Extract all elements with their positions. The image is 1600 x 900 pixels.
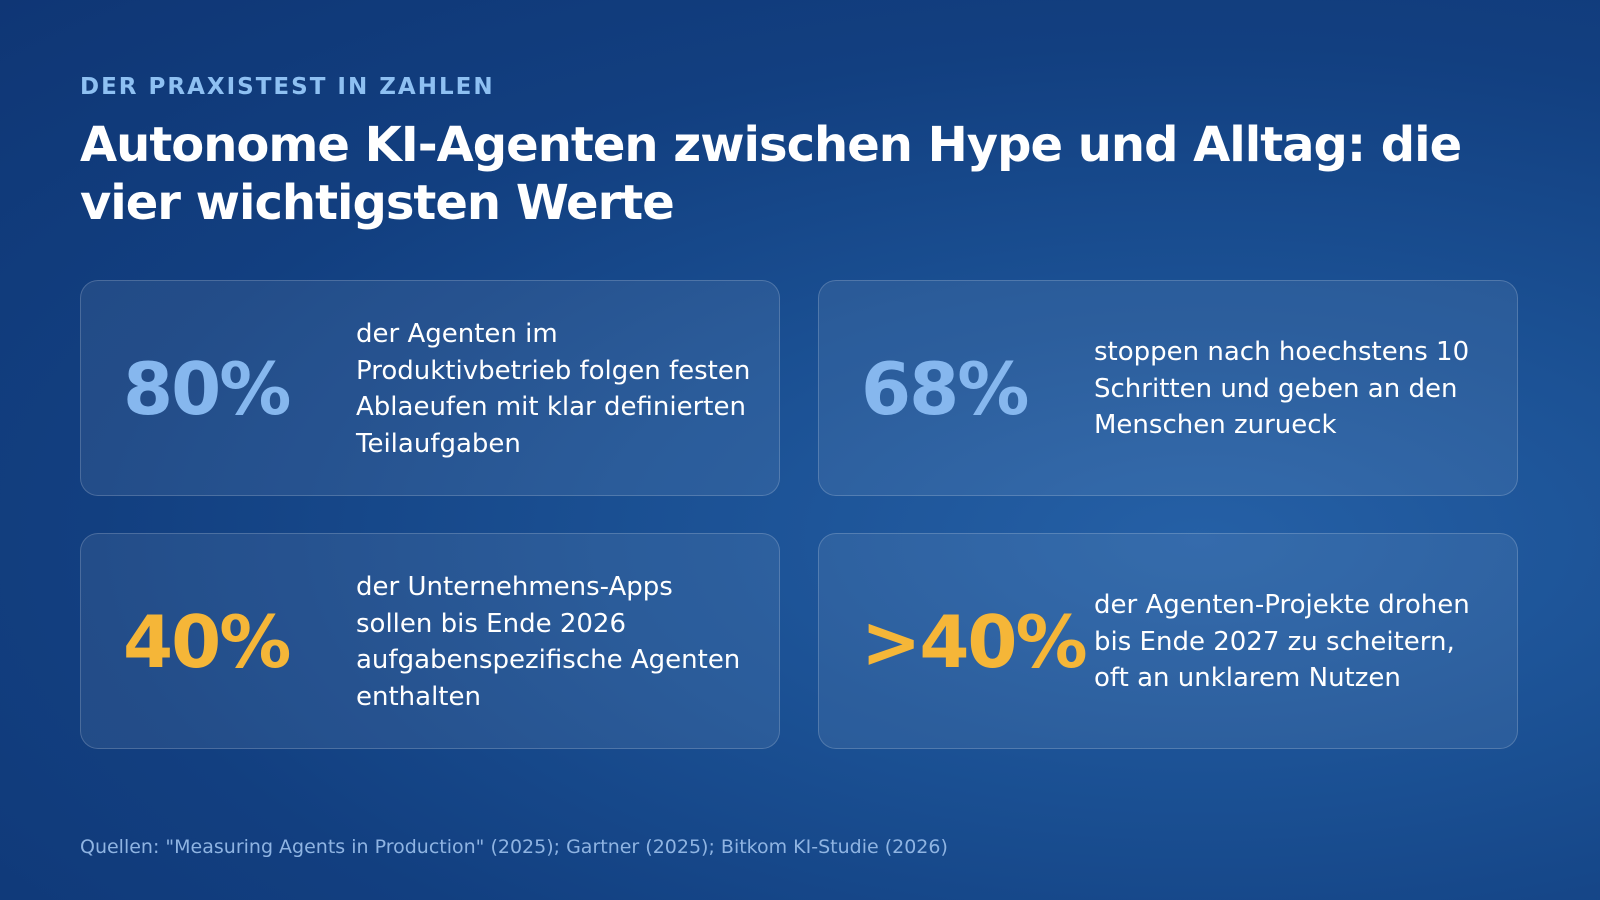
stat-card-4: >40% der Agenten-Projekte drohen bis End… <box>818 533 1518 749</box>
stat-value: 40% <box>123 600 291 684</box>
eyebrow-label: DER PRAXISTEST IN ZAHLEN <box>80 74 495 100</box>
stat-description: der Unternehmens-Apps sollen bis Ende 20… <box>356 572 741 712</box>
stat-card-1: 80% der Agenten im Produktivbetrieb folg… <box>80 280 780 496</box>
stat-card-2: 68% stoppen nach hoechstens 10 Schritten… <box>818 280 1518 496</box>
stat-value: 68% <box>861 347 1029 431</box>
page-title: Autonome KI-Agenten zwischen Hype und Al… <box>80 117 1462 231</box>
sources-footnote: Quellen: "Measuring Agents in Production… <box>80 836 948 858</box>
stat-description: der Agenten im Produktivbetrieb folgen f… <box>356 319 751 459</box>
stat-description: der Agenten-Projekte drohen bis Ende 202… <box>1094 590 1470 694</box>
stat-value: 80% <box>123 347 291 431</box>
stat-value: >40% <box>861 600 1088 684</box>
stat-card-3: 40% der Unternehmens-Apps sollen bis End… <box>80 533 780 749</box>
stat-description: stoppen nach hoechstens 10 Schritten und… <box>1094 337 1470 441</box>
